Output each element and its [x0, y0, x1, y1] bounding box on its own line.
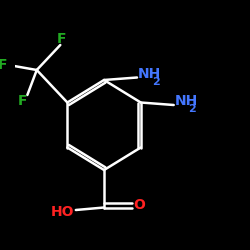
- Text: F: F: [18, 94, 28, 108]
- Text: F: F: [57, 32, 66, 46]
- Text: F: F: [0, 58, 8, 72]
- Text: 2: 2: [188, 104, 196, 115]
- Text: 2: 2: [152, 77, 160, 87]
- Text: NH: NH: [138, 67, 162, 81]
- Text: HO: HO: [51, 206, 75, 220]
- Text: NH: NH: [175, 94, 198, 108]
- Text: O: O: [134, 198, 145, 212]
